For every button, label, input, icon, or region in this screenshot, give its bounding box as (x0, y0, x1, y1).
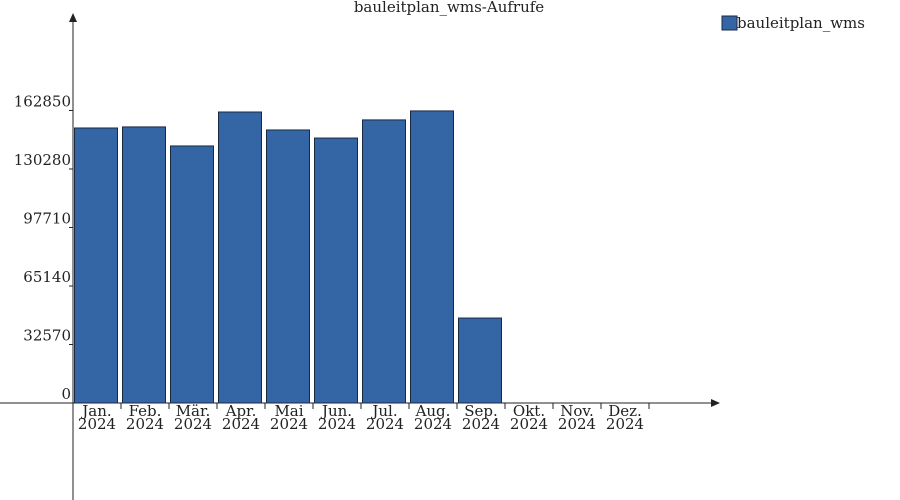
bar (122, 126, 166, 404)
x-tick-label: Jan. 2024 (77, 402, 117, 433)
y-tick-label: 130280 (14, 151, 71, 169)
bar (314, 137, 358, 404)
x-tick-label: Feb. 2024 (125, 402, 165, 433)
y-tick-label: 65140 (23, 268, 71, 286)
bar (362, 119, 406, 404)
y-tick-label: 0 (61, 385, 71, 403)
legend-label: bauleitplan_wms (737, 14, 865, 32)
bar (218, 111, 262, 404)
chart-title: bauleitplan_wms-Aufrufe (354, 0, 544, 16)
x-tick-label: Mai 2024 (269, 402, 309, 433)
bar (266, 129, 310, 404)
y-axis-arrow (69, 13, 77, 22)
x-tick-label: Mär. 2024 (173, 402, 213, 433)
y-tick-label: 32570 (23, 326, 71, 344)
x-tick-label: Jul. 2024 (365, 402, 405, 433)
bar (458, 317, 502, 404)
x-tick-label: Aug. 2024 (413, 402, 453, 433)
bar (74, 127, 118, 404)
x-tick-label: Sep. 2024 (461, 402, 501, 433)
x-axis-arrow (711, 399, 720, 407)
x-tick-label: Jun. 2024 (317, 402, 357, 433)
x-tick-label: Okt. 2024 (509, 402, 549, 433)
x-tick-label: Dez. 2024 (605, 402, 645, 433)
x-tick-label: Nov. 2024 (557, 402, 597, 433)
x-tick-label: Apr. 2024 (221, 402, 261, 433)
bar (410, 110, 454, 404)
bar (170, 145, 214, 404)
y-tick-label: 162850 (14, 92, 71, 110)
legend-swatch (721, 15, 738, 31)
y-tick-label: 97710 (23, 209, 71, 227)
